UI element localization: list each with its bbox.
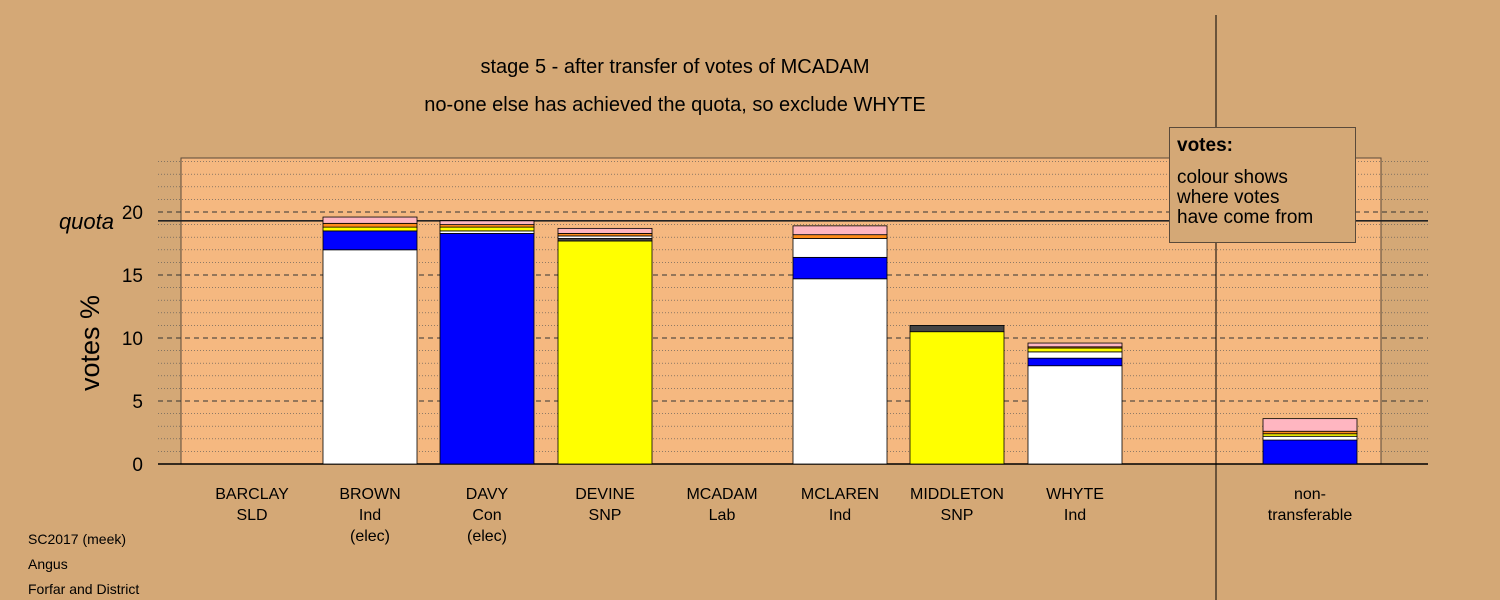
category-label: (elec): [350, 528, 390, 545]
bar-segment: [322, 222, 418, 228]
y-axis-label: votes %: [75, 295, 105, 391]
bar-segment: [792, 234, 888, 239]
quota-label: quota: [59, 209, 114, 234]
bar-segment: [322, 226, 418, 232]
bar-segment: [1262, 418, 1358, 432]
y-tick-label: 15: [122, 266, 143, 287]
category-label: MCADAM: [686, 486, 757, 503]
category-label: BARCLAY: [215, 486, 289, 503]
footer-ward: Forfar and District: [28, 581, 140, 597]
category-label: transferable: [1268, 507, 1353, 524]
bar-segment: [909, 331, 1005, 465]
bar-segment: [792, 256, 888, 280]
y-tick-label: 0: [132, 455, 143, 476]
category-label: DEVINE: [575, 486, 635, 503]
category-label: non-: [1294, 486, 1326, 503]
category-label: Ind: [359, 507, 381, 524]
bar-davy: [439, 220, 535, 465]
bar-segment: [909, 324, 1005, 333]
category-label: Lab: [709, 507, 736, 524]
bar-segment: [322, 230, 418, 251]
legend-title: votes:: [1177, 135, 1233, 156]
bar-segment: [557, 240, 653, 465]
bar-non: [1262, 418, 1358, 465]
footer-council: Angus: [28, 556, 68, 572]
legend-box: votes: colour shows where votes have com…: [1169, 127, 1356, 243]
category-label: BROWN: [339, 486, 400, 503]
bar-segment: [1262, 435, 1358, 441]
bar-segment: [1027, 365, 1123, 465]
bar-segment: [792, 225, 888, 236]
bar-brown: [322, 216, 418, 465]
category-label: MIDDLETON: [910, 486, 1004, 503]
bar-segment: [322, 216, 418, 224]
bar-segment: [792, 278, 888, 465]
category-label: DAVY: [466, 486, 509, 503]
category-label: SLD: [236, 507, 267, 524]
bar-segment: [439, 220, 535, 226]
bar-whyte: [1027, 342, 1123, 465]
category-label: WHYTE: [1046, 486, 1104, 503]
legend-text: colour shows where votes have come from: [1177, 167, 1314, 228]
y-tick-label: 5: [132, 392, 143, 413]
y-tick-label: 20: [122, 203, 143, 224]
bar-segment: [1027, 357, 1123, 367]
bar-segment: [439, 233, 535, 465]
category-label: Ind: [829, 507, 851, 524]
category-label: Ind: [1064, 507, 1086, 524]
category-label: Con: [472, 507, 501, 524]
bar-segment: [792, 238, 888, 258]
footer-method: SC2017 (meek): [28, 531, 127, 547]
bar-segment: [1027, 347, 1123, 353]
bar-segment: [322, 249, 418, 465]
bar-middleton: [909, 324, 1005, 465]
bar-segment: [1027, 342, 1123, 348]
category-label: SNP: [589, 507, 622, 524]
bar-segment: [439, 226, 535, 232]
bar-mclaren: [792, 225, 888, 465]
bar-devine: [557, 227, 653, 465]
chart-title: stage 5 - after transfer of votes of MCA…: [480, 56, 869, 78]
bar-segment: [557, 227, 653, 234]
bar-segment: [1262, 439, 1358, 465]
bar-segment: [1027, 351, 1123, 359]
category-label: SNP: [941, 507, 974, 524]
y-tick-label: 10: [122, 329, 143, 350]
chart-subtitle: no-one else has achieved the quota, so e…: [424, 94, 925, 116]
category-label: (elec): [467, 528, 507, 545]
category-label: MCLAREN: [801, 486, 879, 503]
